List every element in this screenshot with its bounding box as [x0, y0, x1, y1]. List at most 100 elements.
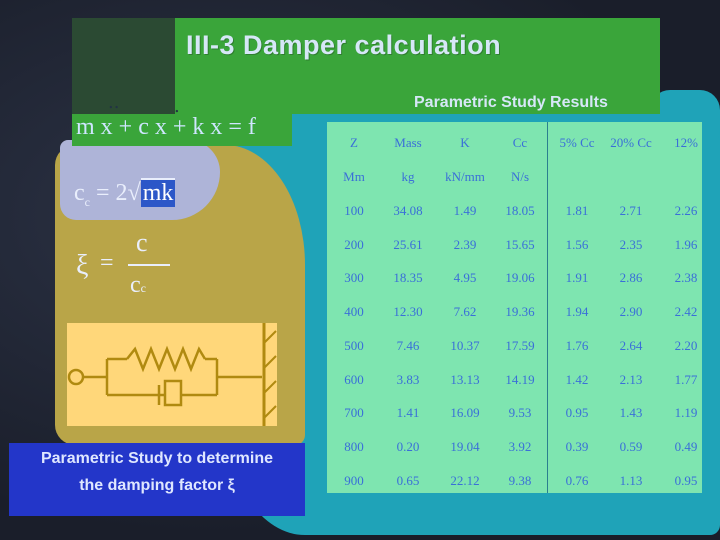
table-cell: 2.86: [619, 270, 643, 286]
table-unit-cell: N/s: [510, 169, 530, 184]
xi-equals: =: [100, 250, 114, 276]
table-header-cell: Mass: [394, 135, 422, 150]
table-cell: 1.96: [674, 236, 698, 252]
table-cell: 700: [344, 405, 364, 421]
equation-of-motion: m x + c x + k x = f: [76, 114, 256, 140]
table-cell: 18.05: [505, 203, 535, 218]
xi-denominator: cc: [130, 272, 146, 299]
xi-symbol: ξ: [76, 250, 89, 281]
critical-damping-equation: cc = 2√mk: [74, 178, 176, 210]
table-cell: 2.64: [619, 337, 643, 353]
table-cell: 0.20: [396, 438, 420, 454]
table-cell: 300: [344, 270, 364, 286]
table-cell: 25.61: [393, 236, 423, 252]
equation-band: [72, 114, 292, 146]
table-cell: 1.42: [565, 371, 589, 387]
table-cell: 19.06: [505, 270, 535, 286]
table-cell: 1.43: [619, 405, 643, 421]
table-cell: 1.76: [565, 337, 589, 353]
xi-denominator-subscript: c: [140, 281, 146, 295]
slide-title: III-3 Damper calculation: [186, 30, 502, 60]
table-cell: 17.59: [505, 337, 535, 353]
table-cell: 1.19: [674, 405, 698, 421]
table-cell: 2.13: [619, 371, 643, 387]
table-cell: 1.94: [565, 304, 589, 320]
table-unit-cell: kN/mm: [445, 169, 485, 184]
table-cell: 13.13: [450, 371, 480, 387]
table-cell: 3.92: [508, 438, 532, 454]
table-cell: 600: [344, 371, 364, 387]
table-cell: 0.49: [674, 438, 698, 454]
table-header-cell: 20% Cc: [610, 135, 652, 150]
table-cell: 0.95: [565, 405, 589, 421]
table-cell: 34.08: [393, 203, 423, 218]
table-unit-cell: kg: [401, 169, 415, 184]
caption-box: Parametric Study to determine the dampin…: [9, 443, 305, 516]
fixed-wall: [262, 323, 277, 426]
table-cell: 9.53: [508, 405, 532, 421]
table-cell: 7.62: [453, 304, 477, 320]
results-table: Z Mass K Cc 5% Cc 20% Cc 12% Mm kg kN/mm N/s 100 34.…: [327, 122, 702, 493]
table-cell: 19.04: [450, 438, 480, 454]
table-unit-cell: Mm: [343, 169, 365, 184]
table-cell: 10.37: [450, 337, 480, 353]
table-cell: 1.41: [396, 405, 420, 421]
table-cell: 2.39: [453, 236, 477, 252]
table-cell: 2.42: [674, 304, 698, 320]
table-cell: 1.56: [565, 236, 589, 252]
xi-denominator-symbol: c: [130, 272, 141, 298]
decor-lavender-shape: [60, 140, 220, 220]
caption-line-1: Parametric Study to determine: [40, 450, 274, 467]
table-cell: 2.38: [674, 270, 698, 286]
cc-subscript: c: [84, 195, 90, 209]
double-dot: ..: [108, 92, 120, 113]
table-cell: 0.59: [619, 438, 643, 454]
table-cell: 3.83: [396, 371, 420, 387]
table-header-cell: 12%: [674, 135, 698, 150]
table-cell: 500: [344, 337, 364, 353]
table-cell: 900: [344, 472, 364, 488]
table-cell: 7.46: [396, 337, 420, 353]
table-cell: 1.49: [453, 203, 477, 218]
table-header-cell: Z: [350, 135, 358, 150]
table-cell: 9.38: [508, 472, 532, 488]
sqrt-argument: mk: [140, 178, 176, 207]
spring-damper-diagram: [67, 323, 262, 426]
table-cell: 100: [344, 203, 364, 218]
table-cell: 0.65: [396, 472, 420, 488]
hatched-wall-icon: [262, 323, 277, 426]
sqrt-icon: √: [127, 180, 141, 206]
table-cell: 1.91: [565, 270, 589, 286]
cc-symbol: c: [74, 180, 85, 206]
table-divider: [547, 122, 548, 493]
table-cell: 22.12: [450, 472, 480, 488]
table-cell: 2.20: [674, 337, 698, 353]
table-cell: 4.95: [453, 270, 477, 286]
table-cell: 200: [344, 236, 364, 252]
caption-line-2: the damping factor ξ: [79, 477, 235, 494]
table-cell: 1.81: [565, 203, 589, 218]
table-cell: 16.09: [450, 405, 480, 421]
table-cell: 0.39: [565, 438, 589, 454]
table-cell: 800: [344, 438, 364, 454]
table-cell: 2.35: [619, 236, 643, 252]
table-cell: 0.76: [565, 472, 589, 488]
table-header-cell: Cc: [512, 135, 528, 150]
table-cell: 2.26: [674, 203, 698, 218]
table-cell: 1.13: [619, 472, 643, 488]
table-cell: 2.71: [619, 203, 643, 218]
table-cell: 18.35: [393, 270, 423, 286]
fraction-bar: [128, 264, 170, 266]
table-cell: 19.36: [505, 304, 535, 320]
table-cell: 12.30: [393, 304, 423, 320]
title-banner: [175, 18, 660, 114]
table-cell: 0.95: [674, 472, 698, 488]
table-cell: 400: [344, 304, 364, 320]
table-cell: 15.65: [505, 236, 535, 252]
single-dot: .: [174, 96, 180, 117]
table-cell: 2.90: [619, 304, 643, 320]
table-header-cell: 5% Cc: [559, 135, 595, 150]
table-cell: 1.77: [674, 371, 698, 387]
spring-damper-icon: [67, 345, 262, 407]
table-header-cell: K: [460, 135, 470, 150]
